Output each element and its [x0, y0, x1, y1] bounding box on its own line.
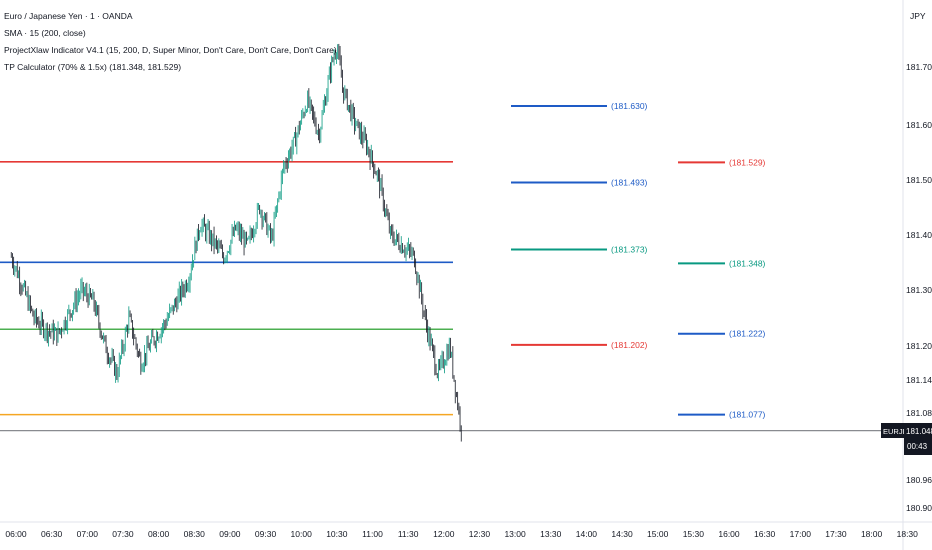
y-tick-label: 181.140: [906, 375, 932, 385]
current-price-tag: EURJPY 181.048 00:43: [881, 423, 932, 455]
x-tick-label: 18:00: [861, 529, 883, 539]
x-tick-label: 14:30: [611, 529, 633, 539]
price-tag-countdown: 00:43: [907, 442, 928, 451]
price-axis[interactable]: 181.700 181.600 181.500 181.400 181.300 181.2…: [906, 62, 932, 513]
candles: [10, 43, 462, 442]
y-tick-label: 181.300: [906, 285, 932, 295]
y-tick-label: 181.400: [906, 230, 932, 240]
currency-label[interactable]: JPY: [910, 11, 926, 21]
x-tick-label: 15:30: [683, 529, 705, 539]
x-tick-label: 12:30: [469, 529, 491, 539]
x-tick-label: 14:00: [576, 529, 598, 539]
y-tick-label: 181.700: [906, 62, 932, 72]
x-tick-label: 07:00: [77, 529, 99, 539]
y-tick-label: 181.500: [906, 175, 932, 185]
x-tick-label: 06:30: [41, 529, 63, 539]
tp-levels: (181.630) (181.493) (181.373) (181.202) (181…: [511, 101, 766, 420]
x-tick-label: 17:00: [790, 529, 812, 539]
x-tick-label: 13:30: [540, 529, 562, 539]
tp-level-label: (181.202): [611, 340, 648, 350]
x-tick-label: 11:30: [398, 529, 419, 539]
y-tick-label: 181.200: [906, 341, 932, 351]
x-tick-label: 09:00: [219, 529, 241, 539]
y-tick-label: 181.600: [906, 120, 932, 130]
x-tick-label: 10:00: [291, 529, 313, 539]
x-tick-label: 10:30: [326, 529, 348, 539]
x-tick-label: 16:00: [718, 529, 740, 539]
x-tick-label: 09:30: [255, 529, 277, 539]
x-tick-label: 16:30: [754, 529, 776, 539]
x-tick-label: 12:00: [433, 529, 455, 539]
tp-level-label: (181.348): [729, 258, 766, 268]
price-tag-symbol: EURJPY: [883, 427, 913, 436]
chart-title: Euro / Japanese Yen · 1 · OANDA: [4, 11, 133, 21]
y-tick-label: 181.080: [906, 408, 932, 418]
indicator-legend-sma[interactable]: SMA · 15 (200, close): [4, 28, 86, 38]
tp-level-label: (181.373): [611, 244, 648, 254]
x-tick-label: 07:30: [112, 529, 134, 539]
y-tick-label: 180.905: [906, 503, 932, 513]
price-tag-price: 181.048: [906, 427, 932, 436]
tp-level-label: (181.630): [611, 101, 648, 111]
x-tick-label: 06:00: [5, 529, 27, 539]
y-tick-label: 180.960: [906, 475, 932, 485]
tp-level-label: (181.077): [729, 410, 766, 420]
time-axis[interactable]: 06:00 06:30 07:00 07:30 08:00 08:30 09:00 09:30…: [5, 529, 918, 539]
tp-level-label: (181.222): [729, 329, 766, 339]
x-tick-label: 15:00: [647, 529, 669, 539]
x-tick-label: 11:00: [362, 529, 383, 539]
x-tick-label: 13:00: [504, 529, 526, 539]
tp-level-label: (181.529): [729, 157, 766, 167]
horizontal-levels: [0, 161, 453, 416]
indicator-legend-projectxlaw[interactable]: ProjectXlaw Indicator V4.1 (15, 200, D, …: [4, 45, 337, 55]
x-tick-label: 08:30: [184, 529, 206, 539]
indicator-legend-tp-calculator[interactable]: TP Calculator (70% & 1.5x) (181.348, 181…: [4, 62, 181, 72]
x-tick-label: 08:00: [148, 529, 170, 539]
tp-level-label: (181.493): [611, 178, 648, 188]
x-tick-label: 18:30: [897, 529, 919, 539]
x-tick-label: 17:30: [825, 529, 847, 539]
